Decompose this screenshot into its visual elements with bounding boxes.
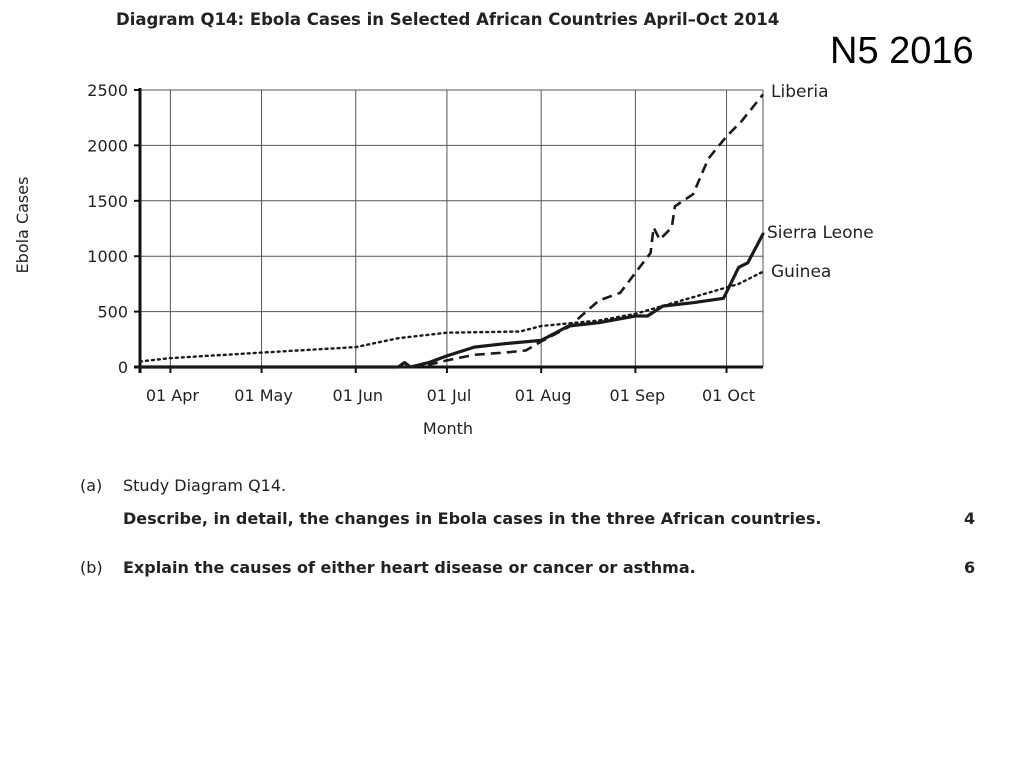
- y-tick-label: 1000: [87, 247, 128, 266]
- question-a-line-1: Study Diagram Q14.: [123, 476, 287, 495]
- y-tick-label: 2500: [87, 81, 128, 100]
- labels: 0 500 1000 1500 2000 2500 01 Apr 01 May 01 Jun 01…: [13, 81, 874, 438]
- question-a-task: Describe, in detail, the changes in Ebol…: [80, 509, 990, 533]
- x-tick-label: 01 Oct: [702, 386, 755, 405]
- series-lines: [138, 93, 765, 369]
- series-label-guinea: Guinea: [771, 262, 831, 282]
- series-label-liberia: Liberia: [771, 82, 829, 102]
- question-a-line-2: Describe, in detail, the changes in Ebol…: [123, 509, 822, 528]
- series-label-sierra-leone: Sierra Leone: [767, 223, 874, 243]
- x-tick-label: 01 Apr: [146, 386, 200, 405]
- grid: [140, 89, 764, 367]
- question-a-letter: (a): [80, 476, 103, 495]
- question-a-marks: 4: [964, 509, 976, 528]
- y-tick-label: 500: [97, 303, 128, 322]
- x-tick-label: 01 Jun: [333, 386, 383, 405]
- series-line-guinea: [138, 270, 765, 363]
- question-b-marks: 6: [964, 558, 976, 577]
- x-tick-label: 01 Aug: [515, 386, 572, 405]
- ebola-line-chart: 0 500 1000 1500 2000 2500 01 Apr 01 May 01 Jun 01…: [13, 81, 874, 438]
- y-tick-label: 2000: [87, 136, 128, 155]
- y-axis-title: Ebola Cases: [13, 177, 32, 274]
- chart-title: Diagram Q14: Ebola Cases in Selected Afr…: [116, 10, 780, 29]
- question-b-letter: (b): [80, 558, 103, 577]
- x-axis-title: Month: [423, 419, 473, 438]
- question-a: (a) Study Diagram Q14.: [80, 476, 990, 516]
- slide-label: N5 2016: [830, 30, 974, 72]
- x-tick-label: 01 May: [234, 386, 293, 405]
- question-b-line-1: Explain the causes of either heart disea…: [123, 558, 696, 577]
- question-b: (b) Explain the causes of either heart d…: [80, 558, 990, 582]
- x-tick-label: 01 Sep: [610, 386, 666, 405]
- series-line-liberia: [140, 93, 765, 369]
- y-tick-label: 1500: [87, 192, 128, 211]
- series-line-sierra-leone: [138, 232, 765, 369]
- x-tick-label: 01 Jul: [427, 386, 472, 405]
- y-tick-label: 0: [118, 358, 128, 377]
